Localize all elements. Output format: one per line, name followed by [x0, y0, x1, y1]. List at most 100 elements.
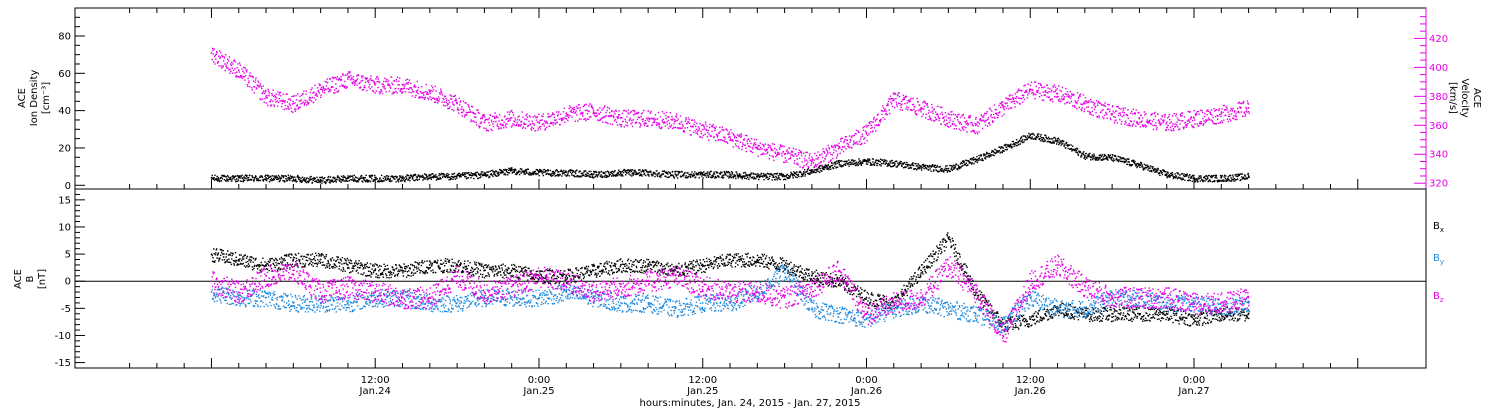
density-data-point: [347, 176, 349, 179]
time-tick-label: 12:00: [361, 375, 390, 386]
velocity-data-point: [620, 117, 622, 119]
density-data-point: [729, 173, 731, 176]
density-data-point: [647, 171, 650, 174]
velocity-data-point: [1056, 92, 1059, 95]
velocity-data-point: [565, 112, 568, 115]
date-tick-label: Jan.24: [359, 386, 391, 397]
bx-data-point: [1165, 312, 1168, 315]
bz-data-point: [1220, 302, 1223, 304]
velocity-data-point: [592, 109, 595, 112]
density-data-point: [1029, 134, 1032, 136]
density-data-point: [920, 165, 922, 168]
density-velocity-panel: 0 20 40 60 80 320 340 360 380 400 420 ACE Ion Den…: [17, 7, 1482, 192]
by-data-point: [974, 312, 977, 315]
bz-data-point: [237, 291, 240, 293]
velocity-data-point: [920, 107, 922, 109]
legend-by: By: [1433, 253, 1444, 266]
bz-data-point: [838, 269, 841, 272]
bz-data-point: [1165, 296, 1168, 299]
bz-data-point: [510, 285, 513, 288]
velocity-data-point: [210, 52, 213, 54]
by-data-point: [538, 296, 540, 299]
bz-data-point: [1247, 296, 1250, 299]
density-tick-label: 20: [58, 143, 71, 154]
b-axis-label-line-2: B: [25, 275, 36, 282]
time-tick-label: 12:00: [1016, 375, 1045, 386]
density-tick-label: 40: [58, 106, 71, 117]
bx-data-point: [347, 264, 349, 266]
velocity-data-point: [1220, 112, 1223, 115]
bz-data-point: [1029, 280, 1032, 283]
bx-data-point: [592, 269, 595, 272]
by-data-point: [428, 302, 431, 304]
bz-data-point: [1193, 302, 1195, 304]
velocity-data-point: [974, 124, 977, 127]
by-data-point: [292, 302, 295, 304]
density-data-point: [592, 173, 595, 176]
by-data-point: [265, 296, 267, 299]
b-tick-label: 0: [65, 277, 71, 288]
density-data-point: [1111, 156, 1113, 159]
by-data-point: [865, 318, 868, 321]
density-data-point: [674, 173, 677, 176]
bx-data-point: [510, 269, 513, 272]
bz-data-point: [210, 280, 213, 283]
bx-data-point: [483, 269, 486, 272]
velocity-data-point: [319, 88, 322, 90]
date-tick-label: Jan.27: [1177, 386, 1209, 397]
bx-data-point: [947, 236, 950, 239]
by-data-point: [565, 291, 568, 293]
legend-bx-subscript: x: [1440, 226, 1444, 234]
bx-data-point: [1138, 312, 1141, 315]
bz-data-point: [892, 302, 895, 304]
by-data-point: [1029, 296, 1032, 299]
density-axis-label-line-3: [cm⁻³]: [41, 82, 52, 114]
density-data-point: [1165, 173, 1168, 176]
velocity-data-point: [510, 117, 513, 119]
velocity-axis-label-line-1: ACE: [1471, 88, 1482, 108]
bx-data-point: [237, 258, 240, 261]
by-series-points: [211, 264, 1250, 334]
velocity-axis: 320 340 360 380 400 420: [1414, 8, 1448, 190]
by-data-point: [510, 296, 513, 299]
density-tick-label: 60: [58, 69, 71, 80]
velocity-data-point: [1002, 105, 1004, 108]
velocity-data-point: [374, 83, 377, 86]
bx-data-point: [565, 274, 568, 277]
by-data-point: [620, 302, 622, 304]
velocity-data-point: [947, 117, 950, 119]
bx-data-point: [865, 296, 868, 299]
density-data-point: [237, 176, 240, 179]
time-tick-label: 0:00: [855, 375, 877, 386]
bz-data-point: [1083, 285, 1086, 288]
density-data-point: [374, 176, 377, 179]
density-data-point: [1220, 176, 1223, 179]
velocity-tick-label: 380: [1429, 92, 1448, 103]
bz-data-point: [674, 274, 677, 277]
density-data-point: [620, 171, 622, 174]
bx-data-point: [1111, 312, 1113, 315]
by-data-point: [237, 296, 240, 299]
density-tick-label: 80: [58, 31, 71, 42]
density-data-point: [892, 162, 895, 164]
bz-data-point: [920, 296, 922, 299]
density-velocity-points: [210, 47, 1250, 185]
velocity-data-point: [838, 146, 841, 148]
velocity-data-point: [456, 102, 458, 105]
top-panel-frame: [74, 7, 1427, 190]
date-tick-label: Jan.25: [522, 386, 554, 397]
bz-data-point: [1056, 264, 1059, 266]
by-data-point: [1002, 323, 1004, 326]
b-tick-label: 5: [65, 250, 71, 261]
bz-data-point: [974, 291, 977, 293]
legend-bz: Bz: [1433, 291, 1444, 304]
by-data-point: [210, 291, 213, 293]
density-tick-label: 0: [65, 181, 71, 192]
velocity-data-point: [811, 160, 813, 163]
density-data-point: [838, 162, 841, 164]
bx-data-point: [1029, 318, 1032, 321]
density-data-point: [1002, 147, 1004, 149]
bz-data-point: [1111, 296, 1113, 299]
bz-data-point: [1002, 334, 1004, 337]
